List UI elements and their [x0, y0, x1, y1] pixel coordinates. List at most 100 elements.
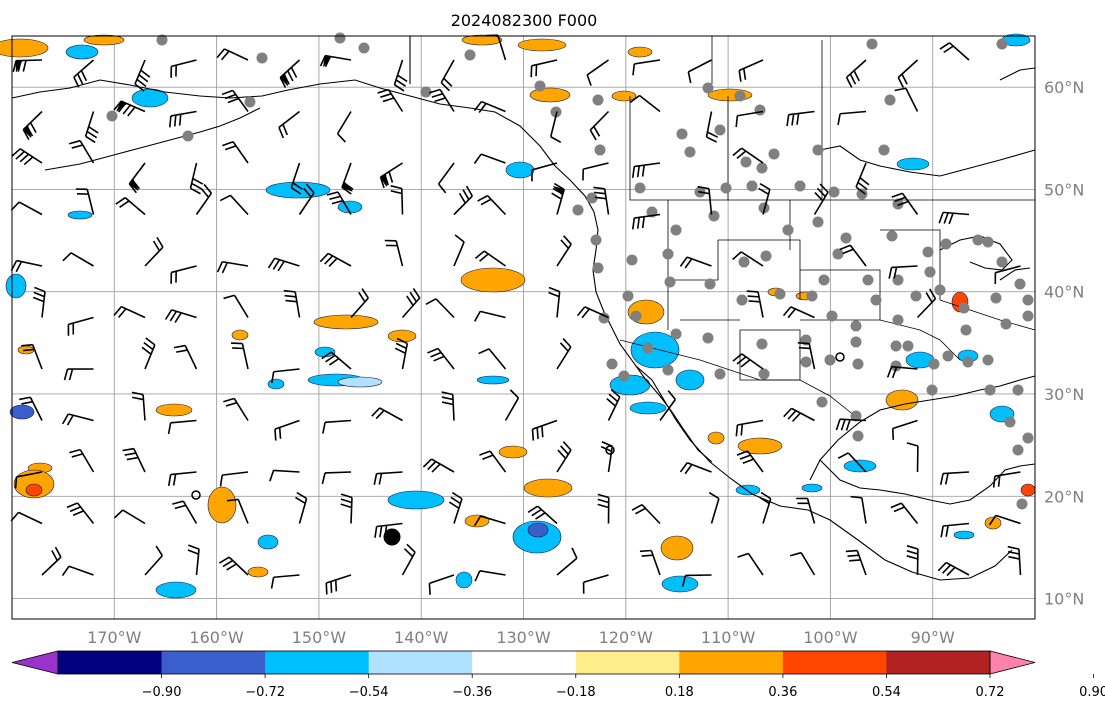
lon-tick-label: 90°W — [911, 628, 955, 647]
shaded-contour — [953, 530, 975, 540]
wind-barb — [425, 298, 455, 319]
wind-barb — [589, 110, 610, 141]
wind-barb — [167, 419, 197, 435]
wind-barb — [68, 139, 95, 164]
state-border — [718, 239, 801, 300]
wind-barb — [12, 59, 43, 72]
station-marker — [606, 358, 618, 370]
lon-tick-label: 120°W — [599, 628, 654, 647]
wind-barb — [556, 235, 572, 267]
station-marker — [1022, 310, 1034, 322]
colorbar-tick-labels: −0.90 −0.72 −0.54 −0.36 −0.18 0.18 0.36 0.54 0.7… — [142, 674, 1105, 700]
wind-barbs — [10, 34, 1022, 595]
wind-barb — [530, 59, 558, 78]
shaded-contour — [387, 490, 445, 510]
lon-tick-label: 150°W — [292, 628, 347, 647]
station-marker — [714, 368, 726, 380]
station-marker — [942, 350, 954, 362]
wind-barb — [226, 498, 249, 524]
station-marker — [826, 310, 838, 322]
wind-barb — [479, 450, 507, 473]
station-marker — [794, 180, 806, 192]
station-marker — [1022, 432, 1034, 444]
coastline — [999, 67, 1036, 81]
wind-barb — [783, 407, 815, 422]
lat-tick-label: 30°N — [1044, 385, 1084, 404]
state-border — [880, 229, 941, 300]
wind-barb — [21, 343, 43, 370]
colorbar-frame — [57, 650, 991, 675]
station-marker — [812, 216, 824, 228]
wind-barb — [270, 574, 300, 589]
station-marker — [812, 144, 824, 156]
shaded-contour — [707, 431, 725, 445]
colorbar-tick-label: −0.90 — [142, 685, 182, 700]
wind-barb — [582, 162, 609, 181]
wind-barb — [732, 251, 764, 267]
colorbar-tick-label: −0.54 — [349, 685, 389, 700]
wind-barb — [639, 549, 661, 576]
shaded-contour — [627, 46, 653, 58]
wind-barb — [341, 162, 354, 195]
wind-barb — [850, 495, 867, 524]
wind-barb — [890, 502, 919, 524]
wind-barb — [888, 265, 918, 279]
lat-tick-label: 20°N — [1044, 487, 1084, 506]
station-marker — [886, 230, 898, 242]
station-marker — [634, 182, 646, 194]
shaded-contour — [461, 34, 503, 46]
station-marker — [984, 384, 996, 396]
wind-barb — [350, 288, 369, 319]
station-marker — [922, 246, 934, 258]
station-marker — [736, 294, 748, 306]
shaded-contour — [801, 483, 823, 493]
station-marker — [940, 238, 952, 250]
wind-barb — [531, 162, 558, 182]
lon-tick-label: 140°W — [394, 628, 449, 647]
wind-barb — [687, 59, 712, 84]
wind-barb — [473, 515, 506, 527]
wind-barb — [631, 504, 661, 525]
wind-barb — [813, 183, 829, 215]
wind-barb — [113, 509, 146, 525]
station-marker — [928, 358, 940, 370]
shaded-contour — [387, 329, 417, 343]
wind-barb — [144, 236, 164, 267]
wind-barb — [891, 192, 919, 215]
wind-barb — [448, 491, 463, 524]
station-marker — [756, 162, 768, 174]
station-marker — [182, 130, 194, 142]
station-marker — [910, 290, 922, 302]
lon-tick-label: 130°W — [496, 628, 551, 647]
wind-barb — [845, 59, 867, 88]
shaded-contour — [65, 44, 99, 60]
gridlines — [12, 36, 1035, 619]
wind-barb — [453, 185, 473, 216]
station-marker — [884, 94, 896, 106]
lon-tick-label: 110°W — [701, 628, 756, 647]
station-marker — [618, 370, 630, 382]
coastline — [939, 235, 1013, 271]
station-marker — [714, 124, 726, 136]
wind-barb — [659, 390, 676, 421]
colorbar-segment — [886, 651, 991, 674]
shaded-contour — [265, 181, 331, 199]
shaded-contour — [5, 273, 27, 299]
station-marker — [924, 266, 936, 278]
wind-barb — [428, 88, 455, 112]
wind-barb — [384, 239, 404, 267]
wind-barb — [531, 419, 558, 441]
wind-barb — [128, 162, 146, 194]
wind-barb — [393, 59, 408, 92]
colorbar-tick-label: 0.36 — [768, 685, 797, 700]
station-marker — [734, 90, 746, 102]
wind-barb — [758, 182, 771, 215]
wind-barb — [894, 87, 919, 112]
station-marker — [774, 288, 786, 300]
station-marker — [708, 210, 720, 222]
wind-barb — [122, 447, 146, 473]
shaded-contour — [460, 267, 526, 293]
wind-barb — [325, 574, 352, 595]
wind-barb — [373, 471, 403, 486]
